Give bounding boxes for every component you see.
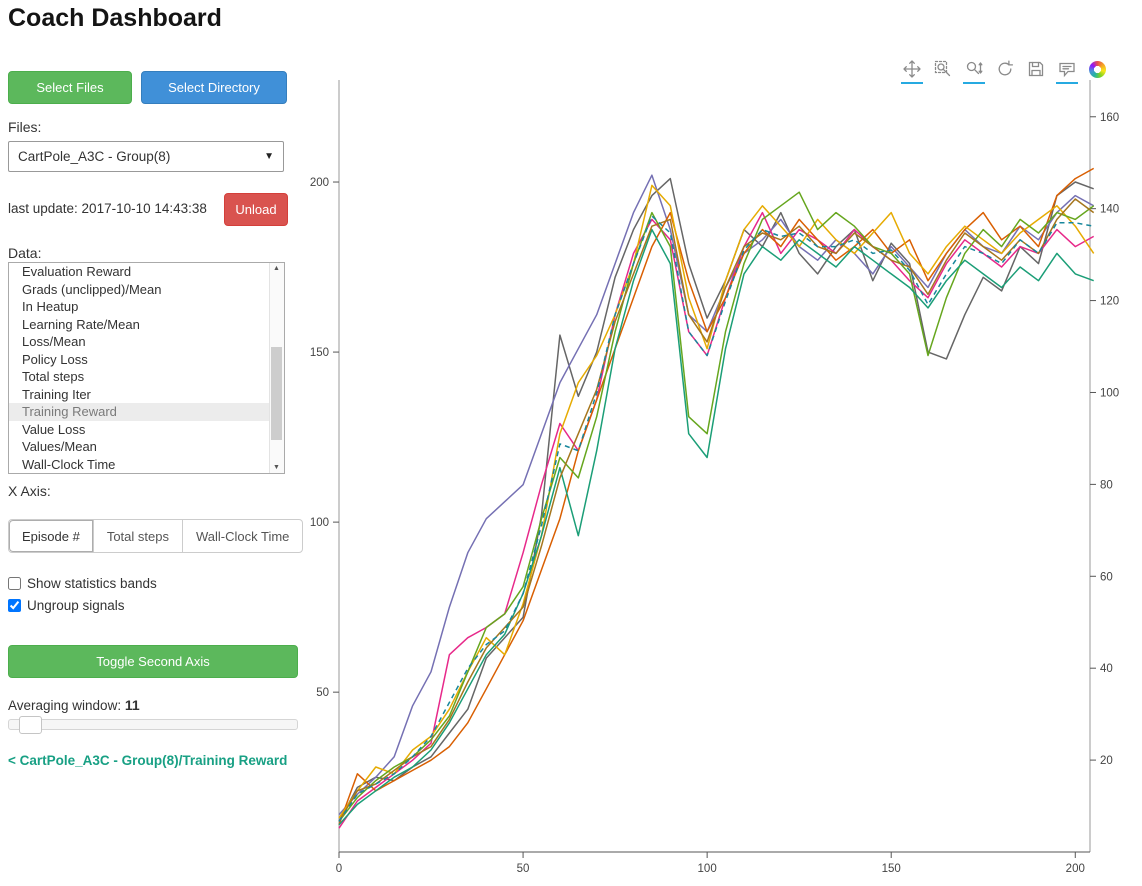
y-right-tick-label: 20 — [1100, 755, 1113, 767]
show-statistics-bands-row: Show statistics bands — [8, 576, 157, 591]
dropdown-arrow-icon: ▼ — [264, 151, 274, 162]
page-title: Coach Dashboard — [8, 4, 222, 32]
save-tool-icon[interactable] — [1025, 58, 1047, 84]
series-line-mean — [338, 215, 1094, 822]
list-item[interactable]: Loss/Mean — [22, 334, 86, 349]
ungroup-signals-label: Ungroup signals — [27, 598, 125, 613]
list-item-selected[interactable]: Training Reward — [9, 403, 284, 421]
segment-total-steps[interactable]: Total steps — [94, 520, 183, 552]
segment-wall-clock[interactable]: Wall-Clock Time — [195, 528, 290, 544]
x-tick-label: 50 — [517, 863, 530, 875]
y-right-tick-label: 160 — [1100, 112, 1119, 124]
list-item[interactable]: Grads (unclipped)/Mean — [22, 281, 162, 297]
x-tick-label: 100 — [698, 863, 717, 875]
y-left-tick-label: 50 — [316, 687, 329, 699]
x-axis-segmented-control: Episode # Total steps Wall-Clock Time — [8, 519, 304, 553]
show-statistics-bands-label: Show statistics bands — [27, 576, 157, 591]
segment-episode[interactable]: Episode # — [9, 520, 94, 552]
ungroup-signals-row: Ungroup signals — [8, 598, 125, 613]
plot-area: 0 50 100 150 200 50 100 150 200 20 40 60 80 100 120 140… — [300, 55, 1142, 881]
hover-tool-icon[interactable] — [1056, 58, 1078, 84]
pan-tool-icon[interactable] — [901, 58, 923, 84]
series-line-worker-2 — [338, 211, 1095, 829]
list-item[interactable]: Policy Loss — [22, 351, 88, 367]
y-right-tick-label: 80 — [1100, 479, 1113, 491]
reset-tool-icon[interactable] — [994, 58, 1016, 84]
averaging-window-slider[interactable] — [8, 716, 298, 734]
series-line-worker-3 — [338, 167, 1095, 826]
y-right-tick-label: 40 — [1100, 663, 1113, 675]
data-listbox: Evaluation Reward Grads (unclipped)/Mean… — [8, 262, 285, 474]
series-line-worker-5 — [338, 191, 1095, 822]
y-right-tick-label: 120 — [1100, 296, 1119, 308]
listbox-scrollbar[interactable]: ▲ ▼ — [269, 263, 284, 473]
wheel-zoom-tool-icon[interactable] — [963, 58, 985, 84]
list-item[interactable]: Value Loss — [22, 421, 86, 437]
series-line-worker-6 — [338, 228, 1094, 826]
files-dropdown-value: CartPole_A3C - Group(8) — [18, 149, 171, 164]
y-right-tick-label: 60 — [1100, 571, 1113, 583]
scroll-down-icon[interactable]: ▼ — [273, 464, 280, 471]
breadcrumb[interactable]: < CartPole_A3C - Group(8)/Training Rewar… — [8, 753, 288, 768]
unload-button[interactable]: Unload — [224, 193, 288, 226]
y-left-tick-label: 200 — [310, 177, 329, 189]
y-right-tick-label: 100 — [1100, 387, 1119, 399]
averaging-window-value: 11 — [124, 697, 140, 713]
series-line-worker-7 — [338, 198, 1095, 822]
x-tick-label: 0 — [336, 863, 342, 875]
ungroup-signals-checkbox[interactable] — [8, 599, 21, 612]
training-reward-chart: 0 50 100 150 200 50 100 150 200 20 40 60 80 100 120 140… — [310, 80, 1119, 875]
data-label: Data: — [8, 245, 42, 261]
x-tick-label: 150 — [882, 863, 901, 875]
y-left-tick-label: 100 — [310, 517, 329, 529]
scrollbar-thumb[interactable] — [271, 347, 282, 440]
files-label: Files: — [8, 119, 42, 135]
toggle-second-axis-button[interactable]: Toggle Second Axis — [8, 645, 298, 678]
files-dropdown[interactable]: CartPole_A3C - Group(8) ▼ — [8, 141, 284, 172]
last-update-text: last update: 2017-10-10 14:43:38 — [8, 201, 207, 216]
averaging-window-label: Averaging window: — [8, 698, 122, 713]
list-item[interactable]: Learning Rate/Mean — [22, 316, 140, 332]
series-line-worker-4 — [338, 184, 1095, 819]
x-tick-label: 200 — [1066, 863, 1085, 875]
show-statistics-bands-checkbox[interactable] — [8, 577, 21, 590]
select-files-button[interactable]: Select Files — [8, 71, 132, 104]
scroll-up-icon[interactable]: ▲ — [273, 265, 280, 272]
averaging-window-row: Averaging window: 11 — [8, 697, 140, 713]
list-item[interactable]: Values/Mean — [22, 439, 97, 454]
box-zoom-tool-icon[interactable] — [932, 58, 954, 84]
series-line-worker-1 — [338, 174, 1095, 816]
bokeh-logo-icon[interactable] — [1087, 59, 1108, 84]
bokeh-toolbar — [901, 58, 1108, 84]
y-left-tick-label: 150 — [310, 347, 329, 359]
series-line-worker-0 — [338, 177, 1094, 822]
list-item[interactable]: Evaluation Reward — [22, 264, 132, 279]
x-axis-label: X Axis: — [8, 483, 51, 499]
select-directory-button[interactable]: Select Directory — [141, 71, 287, 104]
list-item[interactable]: In Heatup — [22, 299, 79, 314]
slider-thumb[interactable] — [19, 716, 42, 734]
list-item[interactable]: Training Iter — [22, 386, 91, 402]
list-item[interactable]: Total steps — [22, 369, 85, 384]
y-right-tick-label: 140 — [1100, 204, 1119, 216]
list-item[interactable]: Wall-Clock Time — [22, 456, 116, 472]
